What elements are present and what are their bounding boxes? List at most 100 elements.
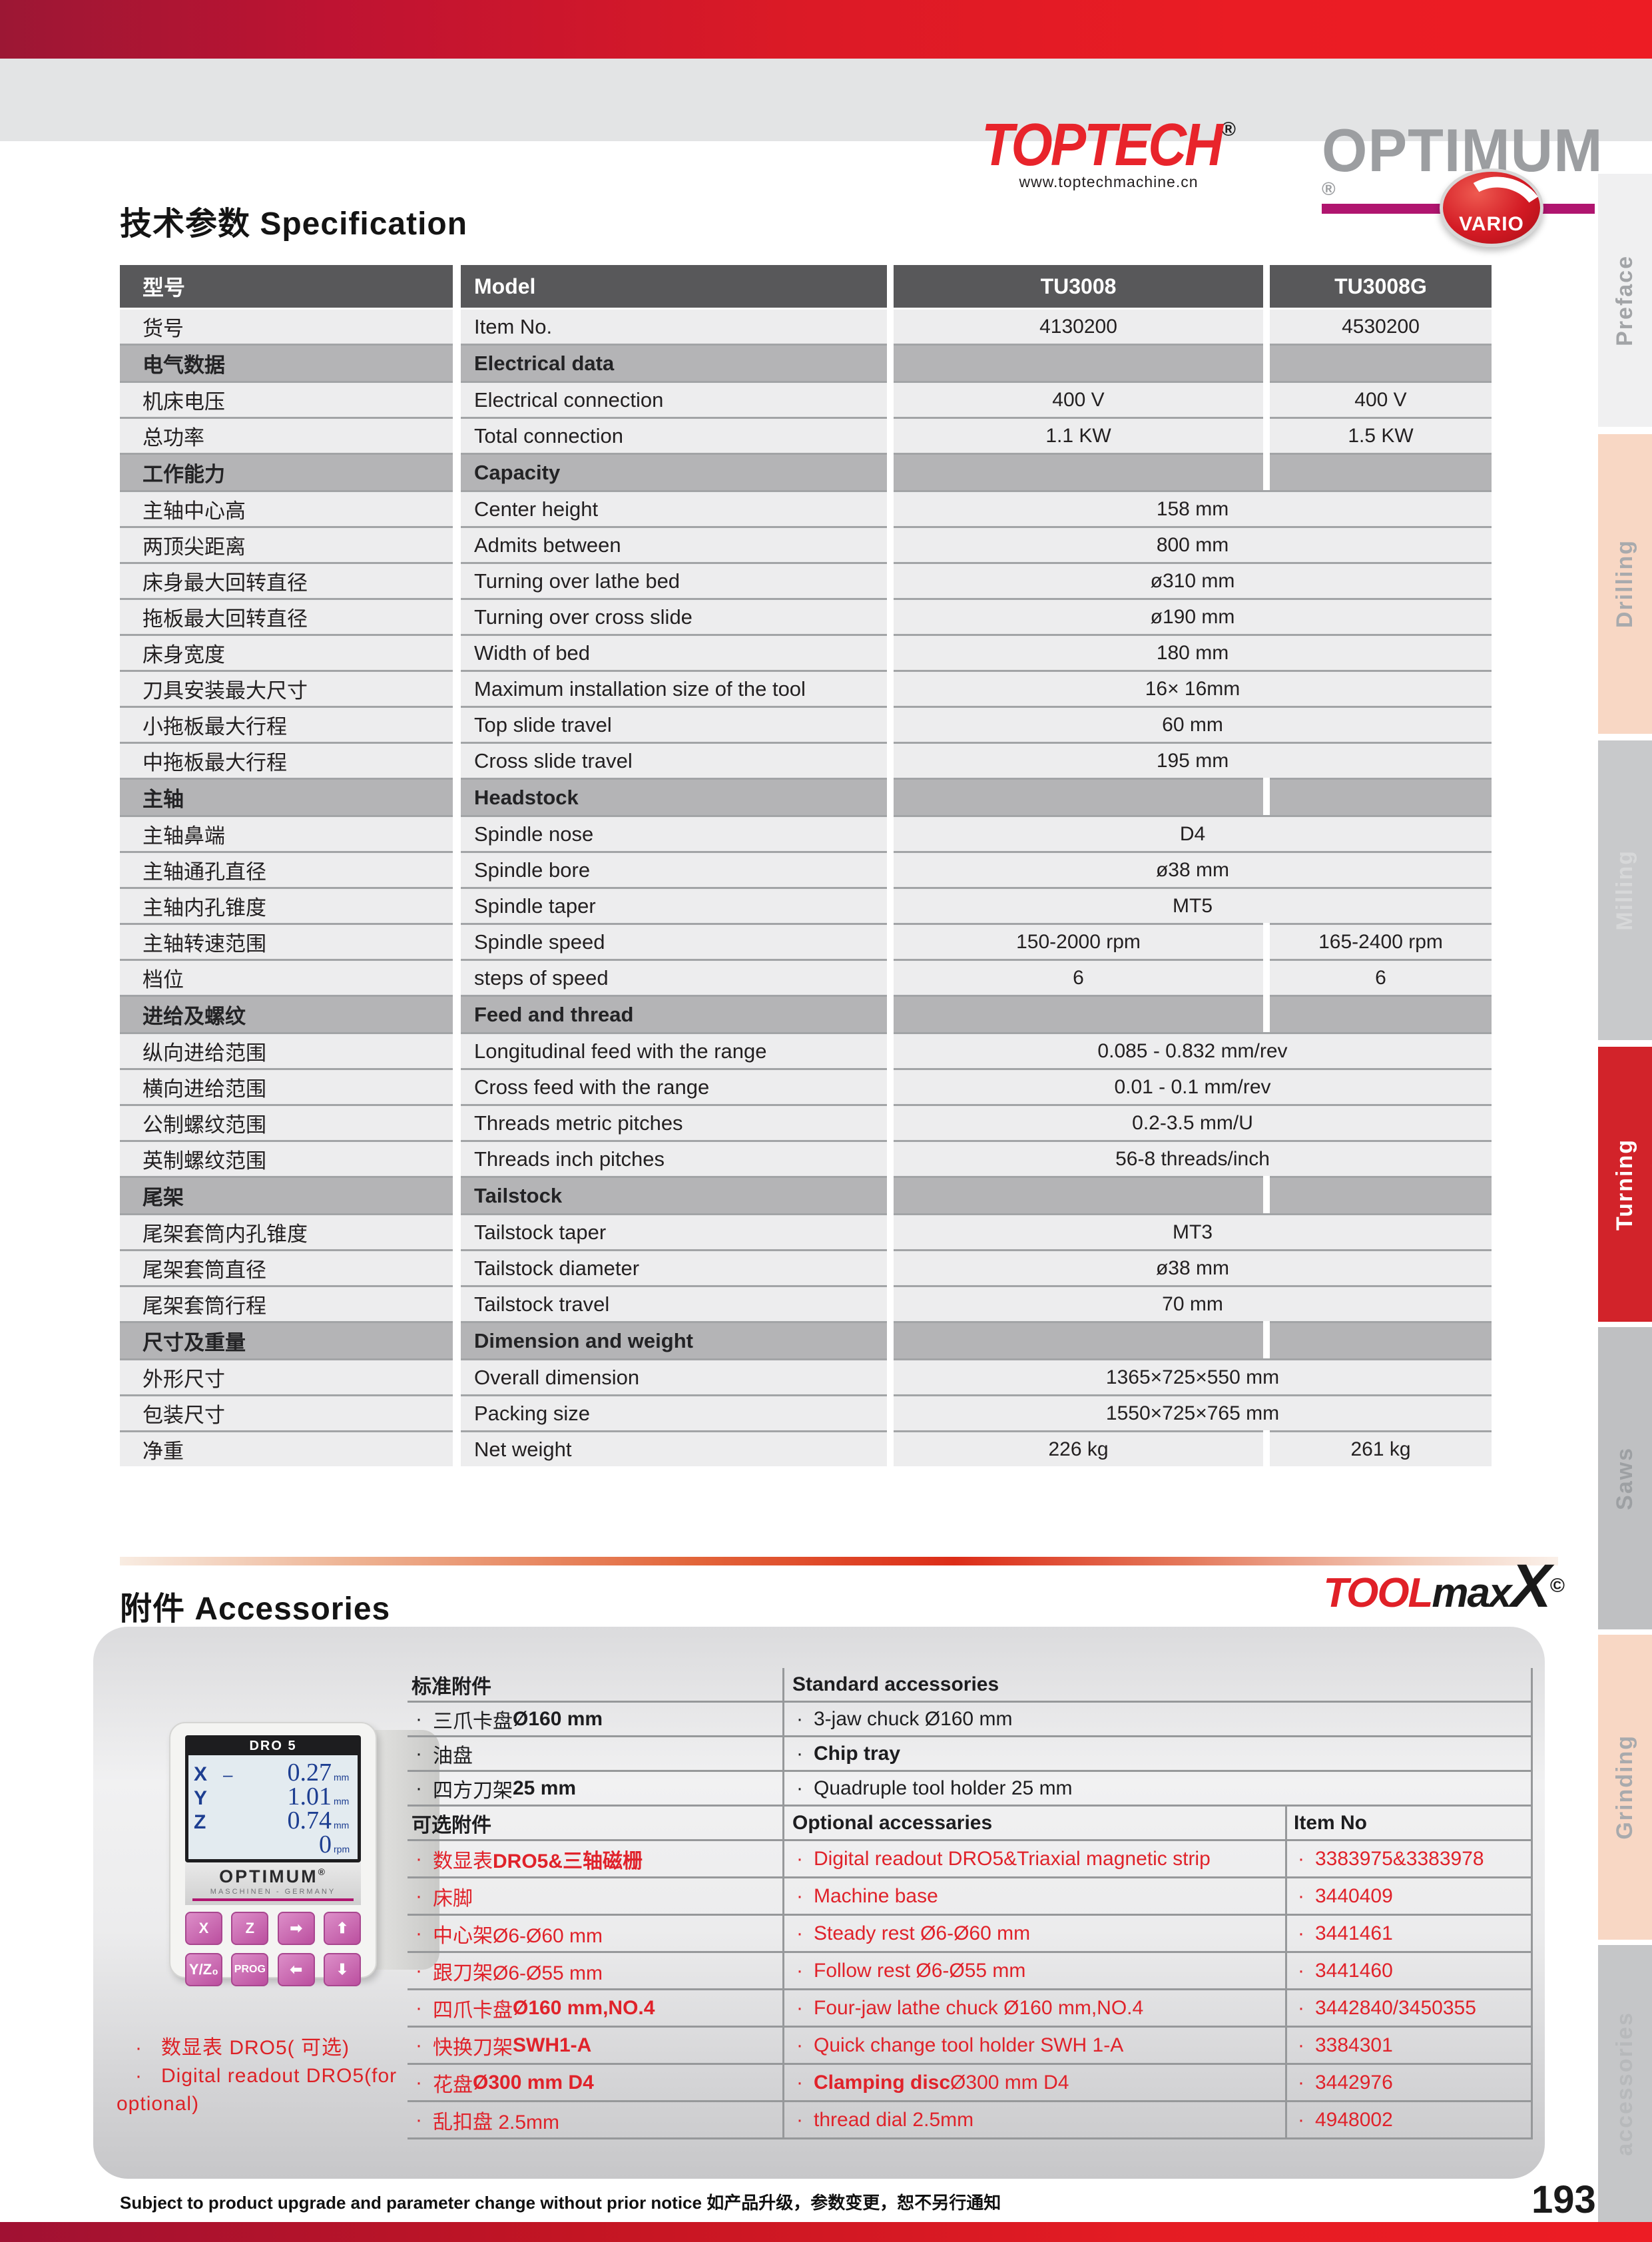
bullet-icon: · [1298,2034,1304,2056]
text-segment: Ø160 mm [513,1707,603,1730]
spec-section-fill [894,778,1263,815]
spec-label-zh: 主轴内孔锥度 [120,887,453,923]
accessory-row: · 乱扣盘 2.5mm · thread dial 2.5mm · 4948002 [408,2102,1533,2139]
bullet-icon: · [796,1959,803,1982]
spec-value-merged: 56-8 threads/inch [894,1140,1492,1176]
accessories-separator [120,1557,1558,1565]
bullet-icon: · [1298,1922,1304,1944]
text-segment: 可选附件 [412,1814,491,1836]
text-segment: 3383975&3383978 [1315,1847,1484,1870]
text-segment: Standard accessories [792,1673,999,1695]
spec-label-zh: 主轴通孔直径 [120,851,453,887]
spec-row: 货号 Item No. 4130200 4530200 [120,308,1492,344]
spec-label-zh: 横向进给范围 [120,1068,453,1104]
spec-row: 拖板最大回转直径 Turning over cross slide ø190 mm [120,598,1492,634]
spec-label-zh: 主轴中心高 [120,490,453,526]
sidebar-tab-accessories[interactable]: accessories [1598,1945,1652,2222]
accessory-item-no: · 4948002 [1287,2102,1531,2137]
spec-section-fill [894,995,1263,1032]
sidebar-tab-milling[interactable]: Milling [1598,740,1652,1040]
spec-value-tu3008g: 4530200 [1270,308,1492,344]
accessory-empty [1287,1772,1531,1805]
spec-label-en: Spindle taper [461,887,887,923]
spec-label-zh: 包装尺寸 [120,1394,453,1430]
text-segment: 3441460 [1315,1959,1393,1982]
text-segment: 3442976 [1315,2071,1393,2094]
spec-value-merged: MT3 [894,1213,1492,1249]
sidebar-tab-drilling[interactable]: Drilling [1598,434,1652,734]
bottom-red-bar [0,2222,1652,2242]
spec-section-fill [1270,1176,1492,1213]
bullet-icon: · [135,2065,161,2087]
accessory-row: · 油盘 · Chip tray [408,1737,1533,1772]
text-segment: 床脚 [433,1887,473,1910]
dro5-device-front: DRO 5 X –0.27 mm Y 1.01 mm Z 0.74 mm 0 rpm OPTIMUM… [169,1722,377,1986]
spec-row: 型号 Model TU3008 TU3008G [120,265,1492,308]
toptech-wordmark: TOPTECH [981,111,1223,178]
text-segment: Digital readout DRO5&Triaxial magnetic s… [814,1847,1211,1870]
accessory-item-no: Item No [1287,1807,1531,1839]
dro5-key-: ⬅ [277,1953,315,1986]
spec-value-merged: ø38 mm [894,851,1492,887]
spec-value-merged: 16× 16mm [894,670,1492,706]
spec-label-en: Threads metric pitches [461,1104,887,1140]
spec-label-en: Feed and thread [461,995,887,1032]
spec-value-tu3008g: TU3008G [1270,265,1492,308]
spec-label-zh: 尺寸及重量 [120,1321,453,1358]
spec-label-en: Top slide travel [461,706,887,742]
bullet-icon: · [796,1777,803,1799]
dro5-axis-row: 0 rpm [194,1830,352,1858]
dro5-brand: OPTIMUM [219,1866,318,1886]
sidebar-tab-label: Saws [1612,1446,1637,1510]
sidebar-tab-preface[interactable]: Preface [1598,174,1652,427]
spec-row: 横向进给范围 Cross feed with the range 0.01 - 0.… [120,1068,1492,1104]
toptech-logo: TOPTECH® www.toptechmachine.cn [969,115,1248,191]
text-segment: Optional accessaries [792,1811,993,1834]
bullet-icon: · [1298,1996,1304,2019]
accessory-row: · 跟刀架Ø6-Ø55 mm · Follow rest Ø6-Ø55 mm · 3441… [408,1953,1533,1990]
accessory-row: · 快换刀架 SWH1-A · Quick change tool holder SW… [408,2028,1533,2065]
bullet-icon: · [796,1884,803,1907]
text-segment: Chip tray [814,1742,901,1765]
dro5-brand-line [192,1898,354,1901]
spec-row: 小拖板最大行程 Top slide travel 60 mm [120,706,1492,742]
spec-section-fill [1270,344,1492,381]
footer-disclaimer: Subject to product upgrade and parameter… [120,2189,1001,2214]
spec-label-zh: 机床电压 [120,381,453,417]
text-segment: 4948002 [1315,2108,1393,2131]
sidebar-tab-grinding[interactable]: Grinding [1598,1635,1652,1940]
sidebar-tab-label: Drilling [1612,539,1637,629]
accessory-en: · Chip tray [784,1737,1287,1770]
spec-label-zh: 主轴转速范围 [120,923,453,959]
spec-label-zh: 纵向进给范围 [120,1032,453,1068]
spec-row: 进给及螺纹 Feed and thread [120,995,1492,1032]
spec-label-en: Capacity [461,453,887,490]
spec-value-tu3008g: 6 [1270,959,1492,995]
dro5-axis-unit: mm [334,1796,350,1807]
text-segment: 3384301 [1315,2034,1393,2056]
bullet-icon: · [796,1996,803,2019]
sidebar-tab-turning[interactable]: Turning [1598,1047,1652,1322]
bullet-icon: · [796,1847,803,1870]
text-segment: SWH1-A [513,2034,592,2056]
accessory-zh: · 乱扣盘 2.5mm [408,2102,784,2137]
text-segment: 快换刀架 [433,2036,513,2059]
accessories-table: 标准附件 Standard accessories · 三爪卡盘 Ø160 mm · 3-… [408,1668,1533,2139]
accessory-empty [1287,1668,1531,1701]
spec-section-fill [894,344,1263,381]
text-segment: 三爪卡盘 [433,1710,513,1733]
spec-row: 主轴 Headstock [120,778,1492,815]
spec-value-merged: ø38 mm [894,1249,1492,1285]
top-red-bar [0,0,1652,59]
sidebar-tab-saws[interactable]: Saws [1598,1327,1652,1629]
accessory-item-no: · 3384301 [1287,2028,1531,2063]
spec-row: 纵向进给范围 Longitudinal feed with the range 0.… [120,1032,1492,1068]
text-segment: 标准附件 [412,1675,491,1698]
spec-value-tu3008: 226 kg [894,1430,1263,1466]
spec-row: 中拖板最大行程 Cross slide travel 195 mm [120,742,1492,778]
bullet-icon: · [415,1959,422,1982]
text-segment: 中心架Ø6-Ø60 mm [433,1924,603,1947]
accessory-row: · 花盘 Ø300 mm D4 · Clamping disc Ø300 mm D4 ·… [408,2065,1533,2102]
text-segment: Item No [1294,1811,1368,1834]
dro5-key-prog: PROG [231,1953,269,1986]
